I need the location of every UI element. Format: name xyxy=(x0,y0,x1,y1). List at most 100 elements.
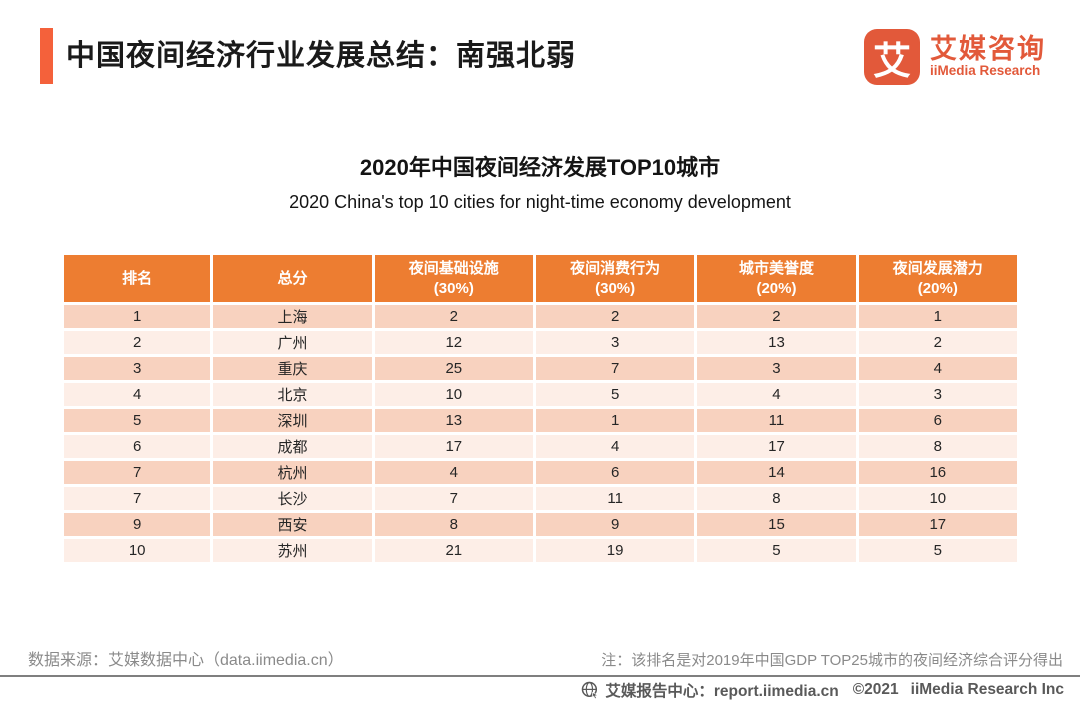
table-cell: 13 xyxy=(374,409,533,432)
table-cell: 北京 xyxy=(213,383,372,406)
table-row: 5 深圳 13 1 11 6 xyxy=(64,409,1017,432)
logo-text: 艾媒咨询 iiMedia Research xyxy=(930,33,1046,80)
table-cell: 6 xyxy=(64,435,211,458)
report-center-link: 艾媒报告中心：report.iimedia.cn xyxy=(605,683,839,700)
table-cell: 西安 xyxy=(213,513,372,536)
globe-icon xyxy=(582,681,600,699)
table-cell: 广州 xyxy=(213,331,372,354)
table-cell: 1 xyxy=(535,409,695,432)
table-row: 4 北京 10 5 4 3 xyxy=(64,383,1017,406)
table-row: 3 重庆 25 7 3 4 xyxy=(64,357,1017,380)
table-cell: 2 xyxy=(64,331,211,354)
table-cell: 17 xyxy=(374,435,533,458)
table-cell: 杭州 xyxy=(213,461,372,484)
table-cell: 4 xyxy=(64,383,211,406)
table-cell: 12 xyxy=(374,331,533,354)
table-row: 6 成都 17 4 17 8 xyxy=(64,435,1017,458)
table-cell: 25 xyxy=(374,357,533,380)
table-cell: 4 xyxy=(858,357,1017,380)
table-cell: 8 xyxy=(374,513,533,536)
table-cell: 11 xyxy=(535,487,695,510)
table-cell: 10 xyxy=(374,383,533,406)
table-cell: 5 xyxy=(858,539,1017,562)
footer: 数据来源：艾媒数据中心（data.iimedia.cn） 注：该排名是对2019… xyxy=(28,646,1063,670)
table-cell: 长沙 xyxy=(213,487,372,510)
column-header: 夜间消费行为 (30%) xyxy=(535,255,695,302)
header-row: 排名 总分 夜间基础设施 (30%) 夜间消费行为 (30%) 城市美誉度 (20%) 夜… xyxy=(64,255,1017,302)
table-cell: 7 xyxy=(64,461,211,484)
company-name: iiMedia Research Inc xyxy=(910,681,1064,698)
table-cell: 深圳 xyxy=(213,409,372,432)
table-cell: 4 xyxy=(697,383,856,406)
logo-mark-glyph: 艾 xyxy=(872,40,911,83)
table-row: 9 西安 8 9 15 17 xyxy=(64,513,1017,536)
table-cell: 3 xyxy=(64,357,211,380)
logo-name-en: iiMedia Research xyxy=(930,63,1041,79)
table-cell: 9 xyxy=(535,513,695,536)
page-title: 中国夜间经济行业发展总结：南强北弱 xyxy=(66,40,577,72)
table-header: 排名 总分 夜间基础设施 (30%) 夜间消费行为 (30%) 城市美誉度 (20%) 夜… xyxy=(64,255,1017,302)
footer-divider xyxy=(0,675,1080,677)
table-cell: 13 xyxy=(697,331,856,354)
table-cell: 3 xyxy=(535,331,695,354)
column-header: 夜间基础设施 (30%) xyxy=(374,255,533,302)
table-cell: 上海 xyxy=(213,305,372,328)
chart-title: 2020年中国夜间经济发展TOP10城市 xyxy=(359,155,721,180)
table-cell: 3 xyxy=(697,357,856,380)
table-cell: 2 xyxy=(697,305,856,328)
column-header: 总分 xyxy=(213,255,372,302)
table-cell: 1 xyxy=(64,305,211,328)
logo-name-cn: 艾媒咨询 xyxy=(930,33,1046,64)
iimedia-logo-icon: 艾 xyxy=(864,29,920,85)
footnote: 注：该排名是对2019年中国GDP TOP25城市的夜间经济综合评分得出 xyxy=(601,652,1063,669)
table-cell: 16 xyxy=(858,461,1017,484)
table-cell: 10 xyxy=(64,539,211,562)
table-cell: 2 xyxy=(858,331,1017,354)
ranking-table: 排名 总分 夜间基础设施 (30%) 夜间消费行为 (30%) 城市美誉度 (20%) 夜… xyxy=(61,252,1020,565)
column-header: 排名 xyxy=(64,255,211,302)
table-cell: 19 xyxy=(535,539,695,562)
iimedia-logo: 艾 艾媒咨询 iiMedia Research xyxy=(864,29,1046,85)
table-row: 7 杭州 4 6 14 16 xyxy=(64,461,1017,484)
table-cell: 4 xyxy=(374,461,533,484)
table-cell: 5 xyxy=(697,539,856,562)
table-cell: 2 xyxy=(535,305,695,328)
table-cell: 7 xyxy=(374,487,533,510)
table-cell: 21 xyxy=(374,539,533,562)
column-header: 城市美誉度 (20%) xyxy=(697,255,856,302)
table-row: 1 上海 2 2 2 1 xyxy=(64,305,1017,328)
table-cell: 10 xyxy=(858,487,1017,510)
table-cell: 成都 xyxy=(213,435,372,458)
table-cell: 15 xyxy=(697,513,856,536)
table-cell: 17 xyxy=(697,435,856,458)
table-cell: 14 xyxy=(697,461,856,484)
table-cell: 6 xyxy=(858,409,1017,432)
chart-subtitle: 2020 China's top 10 cities for night-tim… xyxy=(289,192,791,212)
table-cell: 11 xyxy=(697,409,856,432)
table-cell: 7 xyxy=(64,487,211,510)
data-source: 数据来源：艾媒数据中心（data.iimedia.cn） xyxy=(28,652,344,669)
table-cell: 1 xyxy=(858,305,1017,328)
table-cell: 5 xyxy=(64,409,211,432)
table-cell: 8 xyxy=(697,487,856,510)
table-cell: 2 xyxy=(374,305,533,328)
table-cell: 5 xyxy=(535,383,695,406)
table-cell: 9 xyxy=(64,513,211,536)
table-cell: 17 xyxy=(858,513,1017,536)
table-cell: 苏州 xyxy=(213,539,372,562)
bottom-bar: 艾媒报告中心：report.iimedia.cn ©2021 iiMedia R… xyxy=(581,679,1064,701)
table-cell: 6 xyxy=(535,461,695,484)
table-cell: 7 xyxy=(535,357,695,380)
table-cell: 3 xyxy=(858,383,1017,406)
table-row: 2 广州 12 3 13 2 xyxy=(64,331,1017,354)
title-accent-bar xyxy=(40,28,53,84)
table-row: 7 长沙 7 11 8 10 xyxy=(64,487,1017,510)
table-cell: 4 xyxy=(535,435,695,458)
table-row: 10 苏州 21 19 5 5 xyxy=(64,539,1017,562)
copyright: ©2021 xyxy=(852,681,899,698)
column-header: 夜间发展潜力 (20%) xyxy=(858,255,1017,302)
table-cell: 重庆 xyxy=(213,357,372,380)
table-cell: 8 xyxy=(858,435,1017,458)
table-body: 1 上海 2 2 2 1 2 广州 12 3 13 2 3 重庆 25 7 3 4 4 北京 10 5 4 3 5 深圳 13 1 11… xyxy=(64,305,1017,562)
